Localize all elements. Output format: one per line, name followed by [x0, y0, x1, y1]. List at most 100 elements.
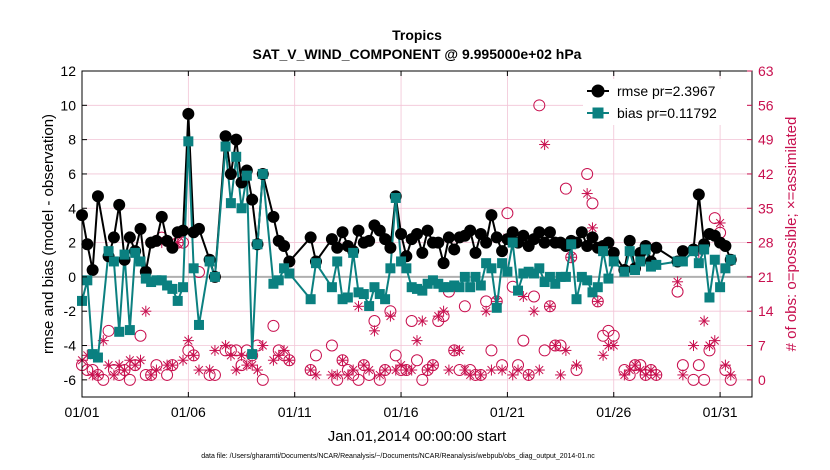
rmse-point: [325, 233, 338, 246]
legend-bias-marker: [592, 107, 604, 119]
assimilated-obs-point: [384, 310, 396, 322]
possible-obs-point: [134, 329, 147, 342]
bias-point: [103, 246, 114, 257]
series-markers: [76, 107, 737, 363]
rmse-point: [246, 193, 259, 206]
assimilated-obs-point: [677, 369, 689, 381]
bias-point: [704, 292, 715, 303]
y-tick-label-right: 14: [758, 303, 774, 319]
y-tick-label-right: 28: [758, 235, 774, 251]
rmse-point: [224, 167, 237, 180]
assimilated-obs-point: [92, 369, 104, 381]
assimilated-obs-point: [379, 364, 391, 376]
bias-point: [342, 292, 353, 303]
y-tick-label: 10: [60, 97, 76, 113]
y-tick-label: 8: [68, 132, 76, 148]
assimilated-obs-point: [709, 335, 721, 347]
bias-point: [124, 325, 135, 336]
bias-point: [369, 282, 380, 293]
bias-point: [528, 268, 539, 279]
assimilated-obs-point: [209, 344, 221, 356]
bias-point: [220, 141, 231, 152]
bias-point: [677, 256, 688, 267]
assimilated-obs-point: [331, 369, 343, 381]
assimilated-obs-point: [347, 364, 359, 376]
possible-obs-point: [485, 344, 498, 357]
assimilated-obs-point: [719, 359, 731, 371]
assimilated-obs-point: [725, 369, 737, 381]
rmse-point: [437, 257, 450, 270]
bias-point: [108, 256, 119, 267]
possible-obs-point: [538, 344, 551, 357]
rmse-point: [411, 228, 423, 240]
rmse-point: [278, 240, 291, 253]
bias-point: [709, 254, 720, 265]
possible-obs-point: [256, 373, 269, 386]
y-tick-label-right: 21: [758, 269, 774, 285]
assimilated-obs-point: [560, 344, 572, 356]
y-tick-label: 4: [68, 200, 76, 216]
y-tick-label-right: 7: [758, 338, 766, 354]
rmse-point: [496, 245, 509, 258]
possible-obs-point: [309, 349, 322, 362]
y-tick-label-right: 49: [758, 132, 774, 148]
assimilated-obs-point: [688, 340, 700, 352]
y-tick-label-right: 42: [758, 166, 774, 182]
bias-point: [279, 263, 290, 274]
bias-point: [582, 275, 593, 286]
chart-subtitle: SAT_V_WIND_COMPONENT @ 9.995000e+02 hPa: [253, 46, 582, 62]
possible-obs-point: [586, 197, 599, 210]
assimilated-obs-point: [650, 369, 662, 381]
bias-point: [598, 246, 609, 257]
assimilated-obs-point: [698, 315, 710, 327]
rmse-point: [395, 228, 408, 240]
bias-point: [624, 246, 635, 257]
rmse-point: [448, 243, 461, 256]
bias-point: [720, 263, 731, 274]
bias-point: [193, 319, 204, 330]
assimilated-obs-point: [204, 364, 216, 376]
assimilated-obs-point: [134, 354, 146, 366]
assimilated-obs-point: [528, 305, 540, 317]
rmse-point: [650, 241, 663, 254]
bias-point: [486, 263, 497, 274]
bias-point: [380, 294, 391, 305]
bias-point: [188, 263, 199, 274]
assimilated-obs-point: [714, 217, 726, 229]
legend-label: rmse pr=2.3967: [617, 83, 716, 99]
possible-obs-point: [458, 300, 471, 313]
axis-ticks: 01/01 01/06 01/11 01/16 01/21 01/26 01/31 -6 -4 -…: [60, 63, 773, 420]
assimilated-obs-point: [353, 300, 365, 312]
rmse-point: [480, 236, 493, 249]
assimilated-obs-point: [416, 315, 428, 327]
bias-point: [417, 285, 428, 296]
rmse-point: [182, 107, 195, 120]
possible-obs-point: [501, 207, 514, 220]
assimilated-obs-point: [422, 364, 434, 376]
y-tick-label-right: 35: [758, 200, 774, 216]
x-tick-label: 01/06: [171, 404, 206, 420]
y-tick-label: -4: [64, 338, 77, 354]
bias-point: [332, 256, 343, 267]
rmse-point: [336, 226, 349, 239]
data-file-footer: data file: /Users/gharamti/Documents/NCA…: [201, 453, 595, 460]
bias-point: [273, 275, 284, 286]
y-axis-label-right: # of obs: o=possible; ×=assimilated: [783, 117, 800, 352]
rmse-point: [586, 231, 599, 244]
assimilated-obs-point: [283, 354, 295, 366]
rmse-point: [352, 224, 365, 237]
bias-point: [119, 249, 130, 260]
possible-obs-point: [698, 373, 711, 386]
possible-obs-point: [533, 99, 546, 112]
rmse-point: [623, 234, 636, 247]
assimilated-obs-point: [103, 359, 115, 371]
y-tick-label: 2: [68, 235, 76, 251]
assimilated-obs-point: [443, 364, 455, 376]
assimilated-obs-point: [454, 344, 466, 356]
assimilated-obs-point: [608, 340, 620, 352]
bias-point: [544, 271, 555, 282]
assimilated-obs-point: [182, 335, 194, 347]
bias-point: [236, 203, 247, 214]
bias-point: [114, 326, 125, 337]
assimilated-obs-point: [188, 349, 200, 361]
